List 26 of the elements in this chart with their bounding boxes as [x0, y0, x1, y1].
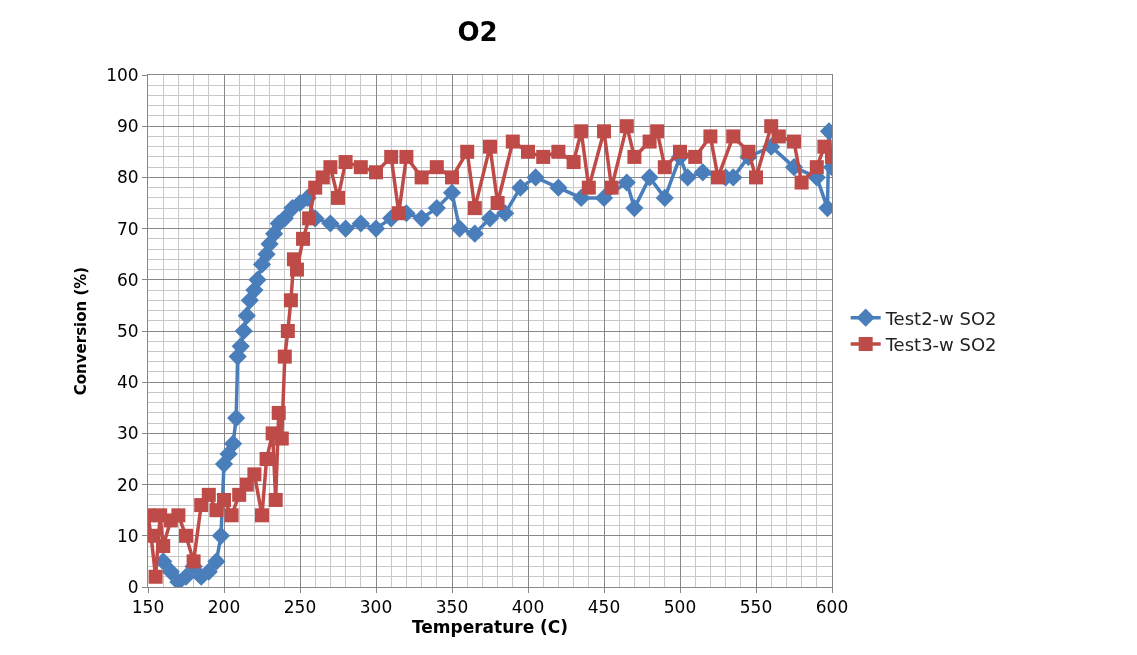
x-tick-label: 600 — [815, 597, 849, 618]
y-tick-label: 50 — [116, 320, 139, 341]
y-tick-label: 30 — [116, 423, 139, 444]
y-tick-label: 90 — [116, 116, 139, 137]
y-tick-label: 10 — [116, 525, 139, 546]
legend-label: Test3-w SO2 — [884, 334, 997, 356]
y-tick-label: 20 — [116, 474, 139, 495]
x-tick-label: 300 — [359, 597, 393, 618]
x-axis-title: Temperature (C) — [411, 617, 569, 638]
y-tick-label: 40 — [116, 372, 139, 393]
y-tick-label: 60 — [116, 269, 139, 290]
y-tick-label: 70 — [116, 218, 139, 239]
chart-title: O2 — [457, 17, 498, 48]
legend-label: Test2-w SO2 — [884, 307, 997, 329]
x-tick-label: 350 — [435, 597, 469, 618]
x-tick-label: 550 — [739, 597, 773, 618]
x-tick-label: 400 — [511, 597, 545, 618]
x-tick-label: 500 — [663, 597, 697, 618]
x-tick-label: 250 — [283, 597, 317, 618]
x-tick-label: 150 — [131, 597, 165, 618]
x-tick-label: 200 — [207, 597, 241, 618]
y-tick-label: 100 — [106, 64, 139, 85]
y-tick-label: 80 — [116, 167, 139, 188]
x-tick-label: 450 — [587, 597, 621, 618]
y-tick-label: 0 — [127, 576, 139, 597]
y-axis-title: Conversion (%) — [72, 266, 91, 396]
